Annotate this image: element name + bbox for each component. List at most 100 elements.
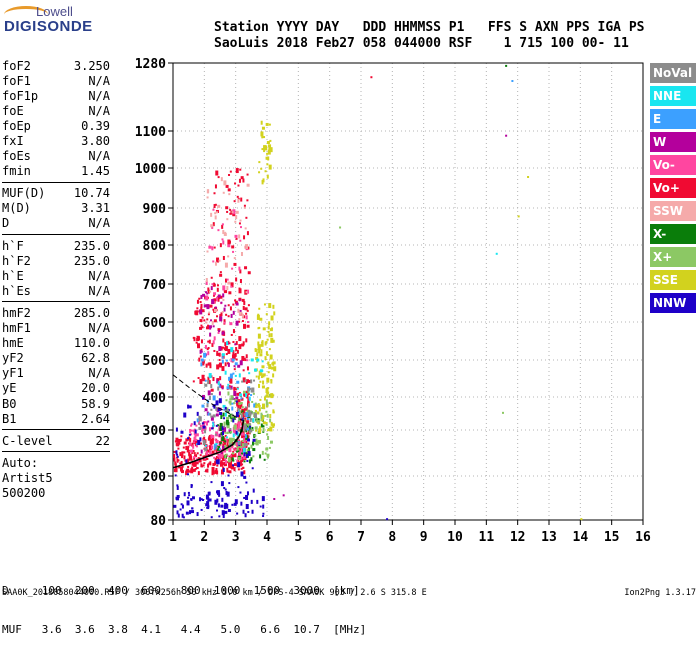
data-point bbox=[244, 359, 247, 362]
data-point bbox=[243, 206, 246, 209]
data-point bbox=[266, 453, 270, 457]
data-point bbox=[259, 380, 262, 383]
data-point bbox=[206, 196, 209, 199]
data-point bbox=[238, 417, 241, 422]
data-point bbox=[259, 317, 263, 321]
data-point bbox=[218, 358, 221, 361]
data-point bbox=[211, 471, 214, 476]
data-point bbox=[219, 295, 223, 299]
data-point bbox=[177, 513, 180, 518]
data-point bbox=[224, 460, 227, 465]
parameter-name: Artist5 bbox=[2, 470, 53, 485]
parameter-name: foF1 bbox=[2, 73, 31, 88]
data-point bbox=[229, 212, 232, 215]
data-point bbox=[262, 380, 265, 385]
parameter-name: B1 bbox=[2, 411, 17, 426]
data-point bbox=[241, 410, 244, 413]
data-point bbox=[214, 184, 217, 189]
parameter-row: B0 58.9 bbox=[2, 396, 110, 411]
data-point bbox=[200, 339, 203, 344]
parameter-name: hmE bbox=[2, 336, 24, 351]
data-point bbox=[199, 349, 202, 354]
data-point bbox=[206, 445, 209, 448]
parameter-row: D N/A bbox=[2, 216, 110, 231]
data-point bbox=[267, 395, 270, 398]
data-point bbox=[249, 387, 252, 390]
data-point bbox=[248, 423, 252, 427]
data-point bbox=[260, 423, 263, 428]
data-point bbox=[237, 438, 240, 443]
data-point bbox=[216, 296, 219, 301]
data-point bbox=[262, 515, 265, 518]
data-point bbox=[199, 355, 202, 358]
data-point bbox=[179, 466, 183, 472]
data-point bbox=[235, 341, 238, 346]
data-point bbox=[228, 482, 231, 485]
data-point bbox=[255, 419, 259, 423]
data-point bbox=[245, 244, 249, 250]
data-point bbox=[173, 457, 176, 462]
data-point bbox=[247, 392, 250, 395]
data-point bbox=[198, 423, 201, 426]
data-point bbox=[238, 373, 241, 378]
data-point bbox=[206, 468, 209, 473]
parameter-name: h`E bbox=[2, 268, 24, 283]
parameter-row: yE 20.0 bbox=[2, 381, 110, 396]
data-point bbox=[260, 120, 263, 125]
profile-dashed-line bbox=[172, 374, 243, 421]
data-point bbox=[227, 457, 231, 463]
data-point bbox=[273, 311, 276, 316]
data-point bbox=[176, 484, 179, 487]
data-point bbox=[240, 402, 243, 405]
y-tick-label: 800 bbox=[143, 239, 167, 254]
data-point bbox=[253, 433, 256, 438]
data-point bbox=[264, 452, 267, 455]
data-point bbox=[232, 418, 235, 423]
parameter-value: N/A bbox=[88, 216, 110, 231]
parameter-name: 500200 bbox=[2, 485, 46, 500]
data-point bbox=[265, 410, 268, 413]
data-point bbox=[237, 198, 240, 203]
data-point bbox=[224, 454, 227, 459]
data-point bbox=[262, 373, 266, 377]
data-point bbox=[197, 440, 201, 446]
data-point bbox=[238, 413, 241, 416]
parameter-name: fmin bbox=[2, 164, 31, 179]
data-point bbox=[236, 349, 239, 354]
parameter-value: N/A bbox=[88, 149, 110, 164]
data-point bbox=[185, 459, 188, 464]
data-point bbox=[216, 315, 219, 318]
data-point bbox=[200, 508, 203, 511]
data-point bbox=[261, 369, 264, 372]
data-point bbox=[211, 445, 214, 450]
data-point bbox=[179, 462, 182, 465]
data-point bbox=[226, 286, 229, 291]
data-point bbox=[222, 285, 226, 291]
data-point bbox=[264, 145, 268, 151]
data-point bbox=[245, 315, 248, 320]
data-point bbox=[224, 463, 228, 467]
data-point bbox=[218, 398, 222, 404]
data-point bbox=[238, 336, 242, 342]
data-point bbox=[228, 414, 231, 417]
data-point bbox=[233, 463, 237, 467]
data-point bbox=[229, 454, 232, 457]
data-point bbox=[173, 504, 177, 508]
data-point bbox=[241, 463, 244, 466]
data-point bbox=[246, 231, 249, 236]
data-point bbox=[212, 421, 215, 424]
data-point bbox=[242, 178, 245, 183]
data-point bbox=[196, 338, 200, 342]
data-point bbox=[205, 277, 208, 282]
data-point bbox=[238, 450, 242, 456]
parameter-row: hmF1 N/A bbox=[2, 321, 110, 336]
data-point bbox=[203, 352, 207, 358]
data-point bbox=[248, 403, 251, 408]
data-point bbox=[215, 413, 219, 417]
parameter-value: 58.9 bbox=[81, 396, 110, 411]
data-point bbox=[251, 426, 254, 431]
data-point bbox=[238, 320, 241, 323]
data-point bbox=[242, 424, 246, 430]
data-point bbox=[242, 436, 245, 439]
data-point bbox=[226, 386, 230, 390]
